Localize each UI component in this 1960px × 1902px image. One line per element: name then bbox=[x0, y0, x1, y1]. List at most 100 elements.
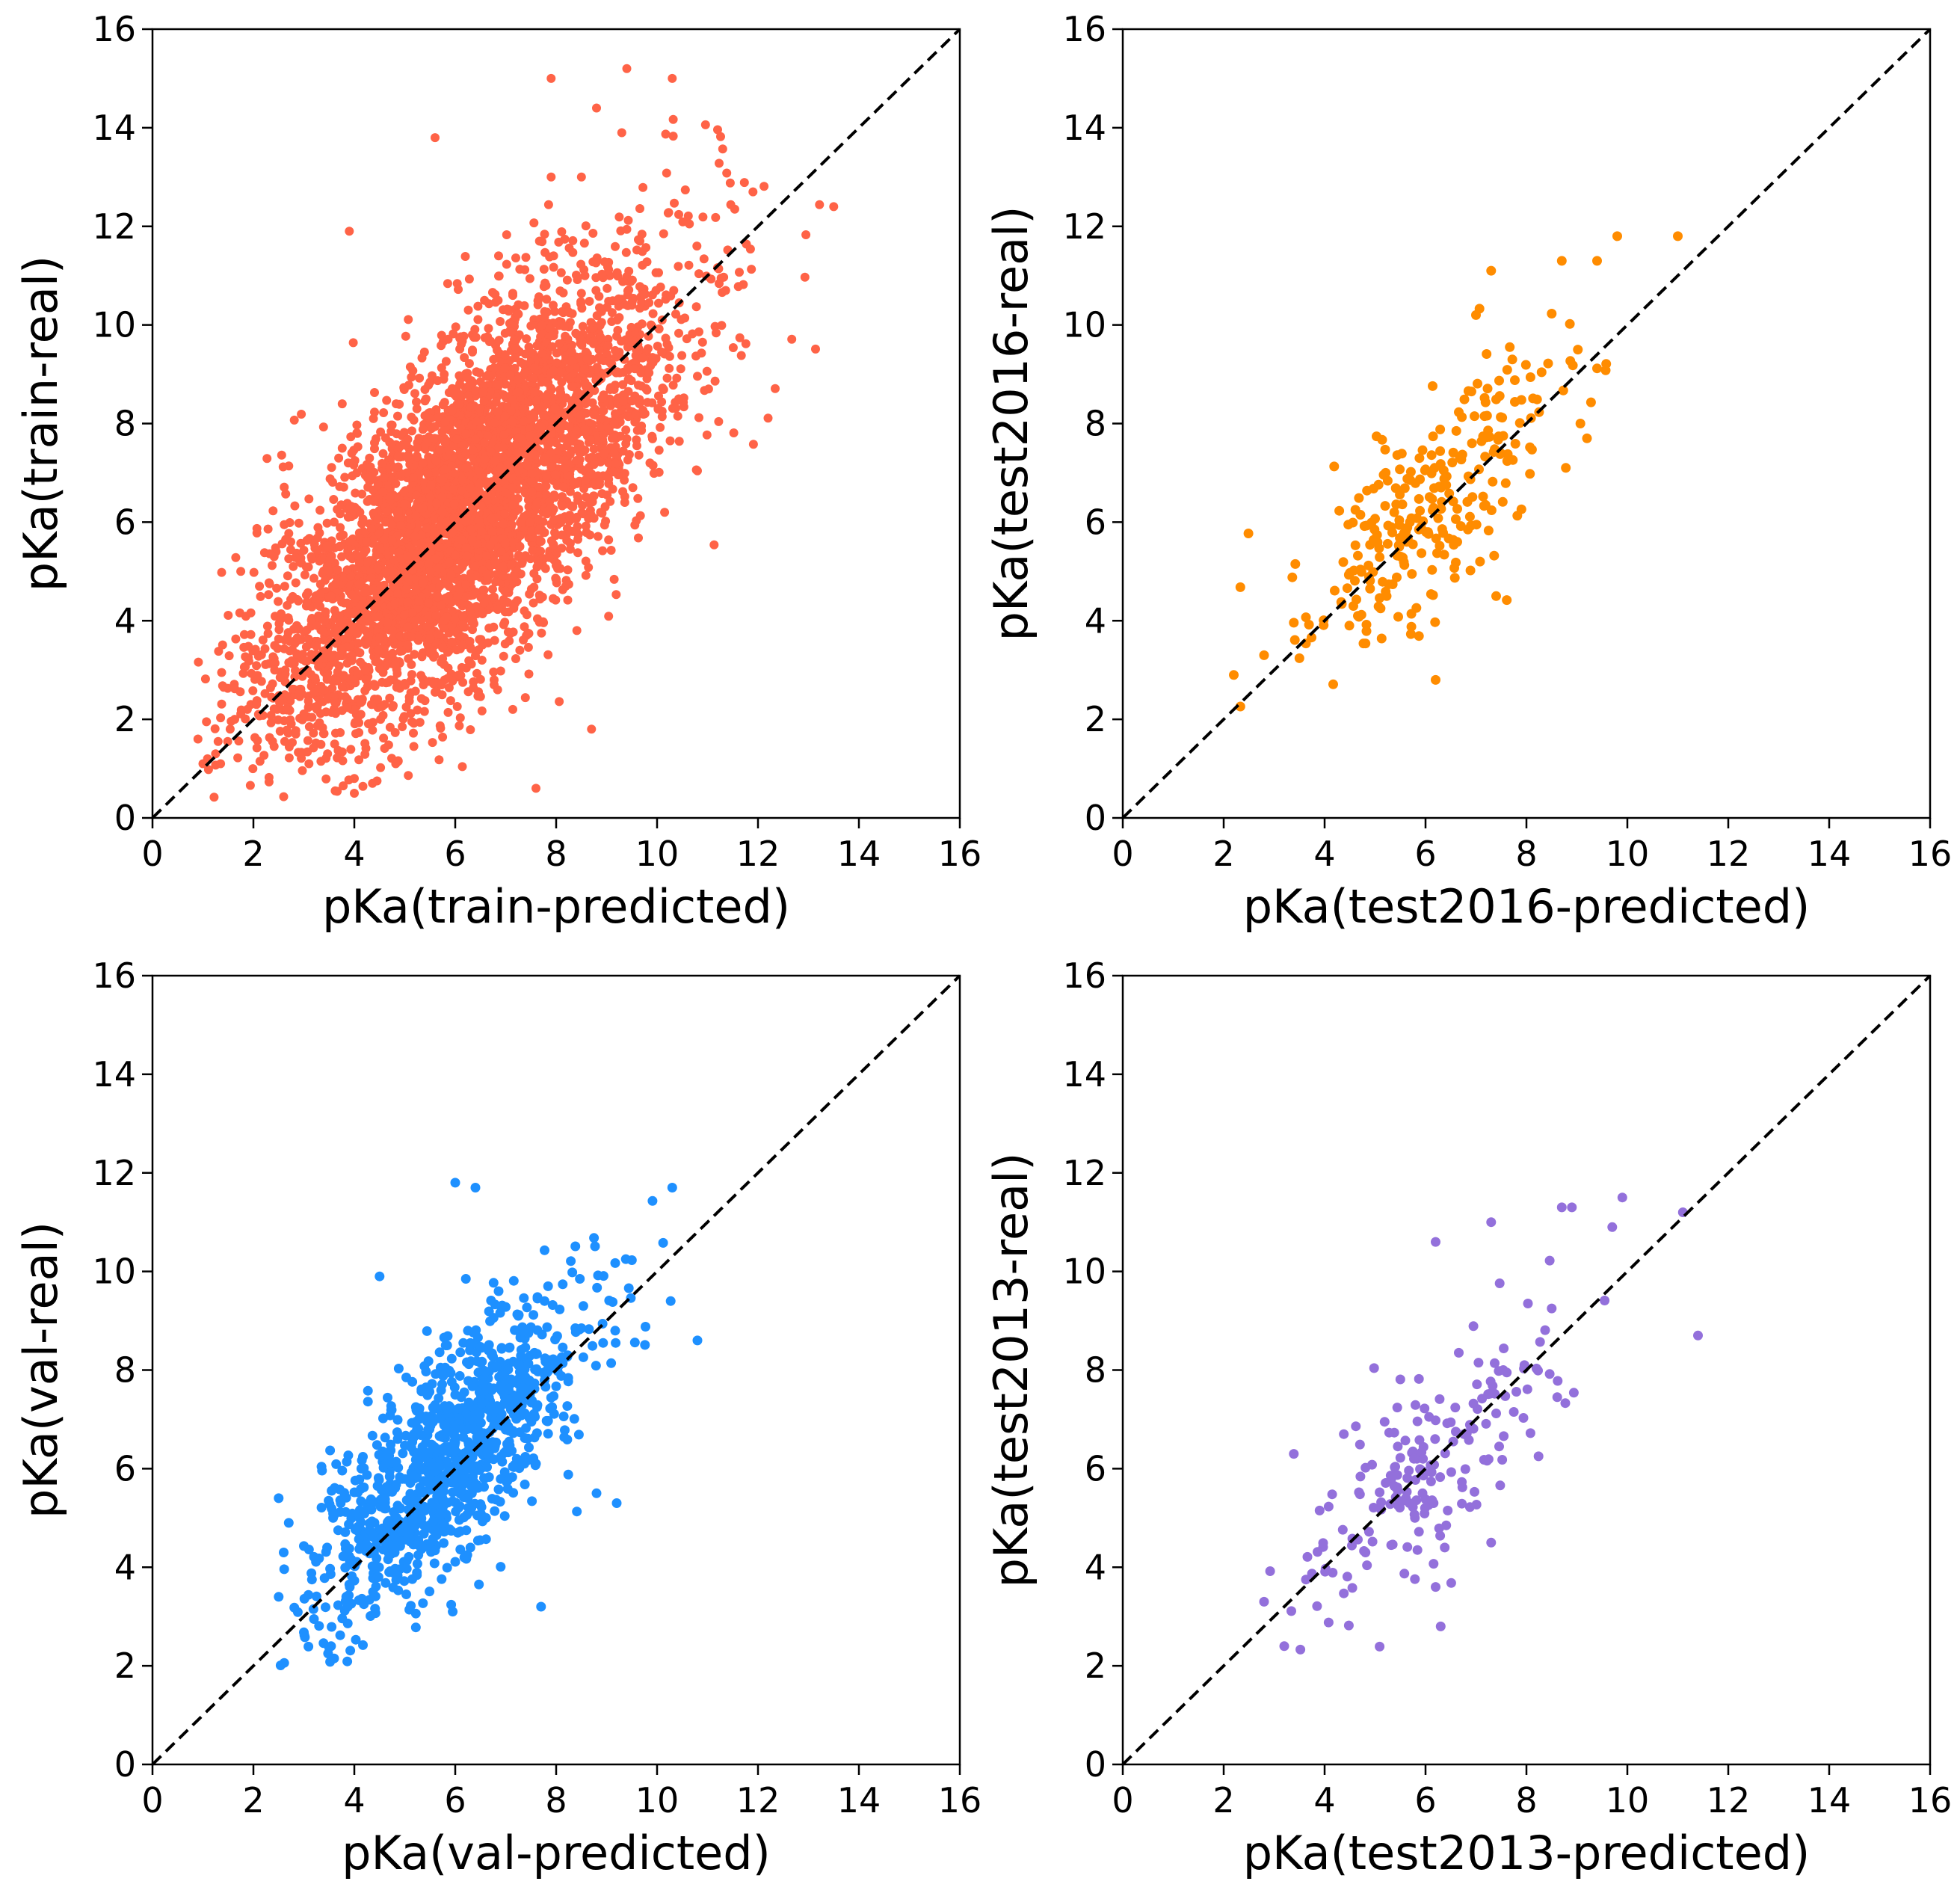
data-point bbox=[402, 452, 412, 461]
data-point bbox=[385, 722, 395, 732]
data-point bbox=[395, 547, 404, 557]
data-point bbox=[454, 670, 463, 680]
data-point bbox=[350, 789, 359, 798]
data-point bbox=[225, 724, 235, 734]
data-point bbox=[1480, 397, 1491, 407]
data-point bbox=[326, 653, 336, 662]
data-point bbox=[526, 321, 536, 330]
data-point bbox=[603, 283, 612, 293]
data-point bbox=[362, 614, 372, 623]
data-point bbox=[661, 129, 671, 139]
data-point bbox=[303, 736, 312, 745]
data-point bbox=[313, 600, 323, 610]
data-point bbox=[253, 651, 263, 661]
data-point bbox=[1235, 701, 1245, 712]
data-point bbox=[283, 600, 292, 610]
data-point bbox=[224, 611, 233, 620]
data-point bbox=[662, 373, 672, 383]
data-point bbox=[473, 301, 483, 311]
data-point bbox=[441, 517, 451, 527]
data-point bbox=[457, 618, 467, 627]
data-point bbox=[310, 673, 320, 683]
data-point bbox=[464, 359, 474, 369]
data-point bbox=[468, 347, 477, 357]
data-point bbox=[235, 608, 244, 618]
data-point bbox=[223, 736, 232, 746]
data-point bbox=[488, 585, 497, 594]
data-point bbox=[530, 363, 539, 372]
data-point bbox=[437, 475, 446, 484]
data-point bbox=[288, 656, 297, 666]
data-point bbox=[417, 652, 427, 662]
x-tick-label: 12 bbox=[1707, 834, 1751, 874]
data-point bbox=[431, 456, 441, 466]
data-point bbox=[468, 591, 478, 600]
data-point bbox=[692, 241, 702, 251]
data-point bbox=[418, 579, 428, 588]
data-point bbox=[654, 324, 664, 333]
data-point bbox=[1466, 520, 1476, 531]
y-tick-label: 10 bbox=[92, 305, 136, 345]
data-point bbox=[611, 345, 620, 355]
data-point bbox=[404, 315, 413, 324]
data-point bbox=[511, 654, 520, 663]
data-point bbox=[393, 452, 403, 461]
data-point bbox=[630, 520, 640, 530]
data-point bbox=[1451, 514, 1461, 524]
data-point bbox=[531, 450, 540, 460]
data-point bbox=[244, 641, 253, 651]
data-point bbox=[477, 706, 487, 715]
data-point bbox=[543, 650, 553, 659]
data-point bbox=[729, 428, 739, 437]
data-point bbox=[217, 699, 226, 709]
data-point bbox=[407, 659, 416, 669]
data-point bbox=[235, 687, 245, 697]
data-point bbox=[362, 537, 372, 547]
data-point bbox=[1525, 372, 1535, 382]
data-point bbox=[520, 1480, 530, 1489]
data-point bbox=[409, 718, 419, 728]
data-point bbox=[623, 215, 633, 225]
data-point bbox=[410, 549, 419, 558]
data-point bbox=[627, 275, 637, 285]
data-point bbox=[657, 347, 667, 357]
data-point bbox=[676, 364, 685, 374]
data-point bbox=[447, 461, 457, 471]
data-point bbox=[395, 442, 404, 452]
data-point bbox=[741, 339, 751, 348]
panel-val: 0 2 4 6 8 10 12 14 160246810121416pKa(val-predic… bbox=[13, 955, 981, 1880]
data-point bbox=[726, 200, 736, 209]
data-point bbox=[668, 132, 678, 141]
data-point bbox=[434, 592, 443, 602]
data-point bbox=[546, 437, 556, 446]
data-point bbox=[562, 275, 572, 285]
data-point bbox=[546, 536, 556, 546]
data-point bbox=[376, 544, 386, 554]
data-point bbox=[475, 674, 485, 684]
data-point bbox=[1565, 356, 1576, 366]
data-point bbox=[588, 337, 597, 346]
data-point bbox=[588, 229, 598, 238]
data-point bbox=[611, 241, 620, 251]
data-point bbox=[331, 579, 340, 588]
data-point bbox=[1532, 394, 1542, 404]
data-point bbox=[527, 526, 537, 536]
data-point bbox=[463, 373, 472, 383]
data-point bbox=[432, 499, 441, 508]
data-point bbox=[634, 235, 643, 244]
data-point bbox=[576, 410, 585, 420]
data-point bbox=[373, 514, 383, 524]
data-point bbox=[1401, 526, 1411, 537]
data-point bbox=[581, 476, 591, 485]
data-point bbox=[1304, 620, 1314, 630]
data-point bbox=[739, 178, 749, 188]
data-point bbox=[353, 442, 363, 452]
data-point bbox=[481, 477, 491, 487]
data-point bbox=[350, 704, 359, 714]
data-point bbox=[518, 404, 528, 413]
data-point bbox=[393, 411, 402, 421]
data-point bbox=[477, 526, 487, 536]
data-point bbox=[1582, 433, 1592, 443]
data-point bbox=[515, 265, 525, 274]
data-point bbox=[1365, 583, 1375, 594]
